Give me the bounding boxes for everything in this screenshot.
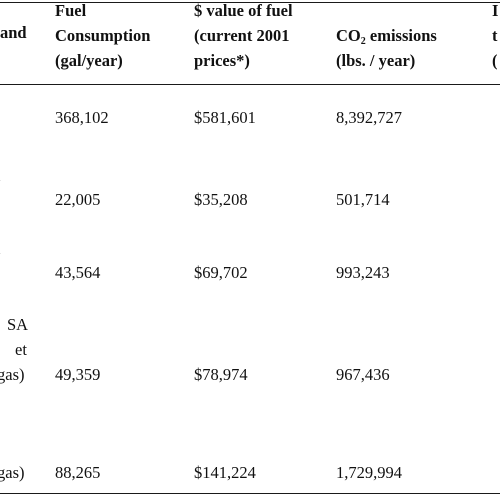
row4-label-clipped-1: SA [7,315,29,334]
table-top-rule [0,2,500,3]
row2-label-clipped: l [0,165,1,187]
header-bottom-rule [0,84,500,85]
row3-value: $69,702 [194,263,248,282]
row4-label-clipped-3: gas) [0,365,25,384]
header-edge-line2: t [492,26,498,45]
row4-fuel: 49,359 [55,365,101,384]
header-co2-sub: 2 [360,36,366,47]
row3-fuel: 43,564 [55,263,101,282]
header-fuel-line3: (gal/year) [55,51,123,70]
header-co2-suffix: emissions [365,26,437,45]
row2-co2: 501,714 [336,190,390,209]
row2-value: $35,208 [194,190,248,209]
row3-label-clipped: l [0,238,1,260]
header-value-line1: $ value of fuel [194,1,293,20]
header-fuel-line1: Fuel [55,1,87,20]
header-value-line3: prices*) [194,51,250,70]
header-edge-line1: I [492,1,499,20]
row2-fuel: 22,005 [55,190,101,209]
header-col0-clipped: and [0,23,27,42]
header-value-line2: (current 2001 [194,26,290,45]
row5-label-clipped: gas) [0,463,25,482]
row3-co2: 993,243 [336,263,390,282]
header-co2-line2: (lbs. / year) [336,51,416,70]
table-bottom-rule [0,493,500,494]
header-co2-prefix: CO [336,26,361,45]
header-edge-line3: ( [492,51,498,70]
row5-co2: 1,729,994 [336,463,402,482]
row5-fuel: 88,265 [55,463,101,482]
row4-value: $78,974 [194,365,248,384]
row1-co2: 8,392,727 [336,108,402,127]
header-co2-line1: CO2 emissions [336,25,437,47]
row4-co2: 967,436 [336,365,390,384]
row5-value: $141,224 [194,463,256,482]
row1-fuel: 368,102 [55,108,109,127]
row1-value: $581,601 [194,108,256,127]
header-fuel-line2: Consumption [55,26,151,45]
row4-label-clipped-2: et [15,340,27,359]
